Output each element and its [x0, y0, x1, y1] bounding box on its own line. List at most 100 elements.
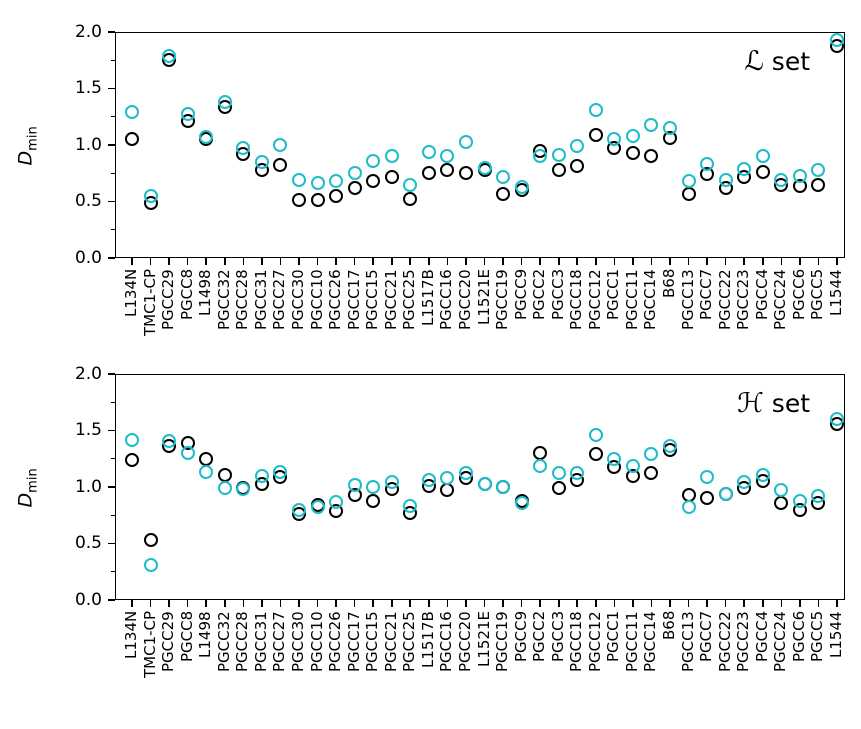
data-point-cyan: [551, 148, 566, 163]
x-tick: [483, 600, 486, 607]
data-point-cyan: [254, 468, 269, 483]
x-tick: [428, 258, 430, 265]
data-point-cyan: [700, 157, 715, 172]
data-point-cyan: [329, 494, 344, 509]
x-tick: [298, 258, 300, 265]
x-tick: [724, 258, 727, 265]
x-tick-label: PGCC24: [771, 269, 790, 330]
x-tick: [353, 600, 356, 607]
data-point-cyan: [403, 499, 418, 514]
data-point-cyan: [366, 153, 381, 168]
data-point-cyan: [644, 447, 659, 462]
x-tick: [409, 258, 412, 265]
x-tick: [186, 258, 189, 265]
data-point-cyan: [774, 483, 789, 498]
x-tick-label: L1498: [196, 611, 215, 658]
data-point-cyan: [625, 458, 640, 473]
x-tick-label: PGCC17: [344, 611, 363, 672]
data-point-cyan: [217, 95, 232, 110]
y-tick: [108, 200, 115, 203]
data-point-cyan: [737, 161, 752, 176]
data-point-black: [125, 452, 139, 467]
data-point-black: [625, 145, 640, 160]
y-minor-tick: [111, 458, 115, 460]
x-tick-label: PGCC7: [697, 268, 716, 320]
x-tick: [595, 600, 597, 607]
y-tick-label: 0.0: [74, 589, 102, 610]
x-tick-label: PGCC21: [381, 269, 400, 330]
x-tick-label: PGCC21: [381, 611, 400, 672]
data-point-black: [217, 467, 232, 482]
data-point-black: [125, 132, 139, 147]
data-point-cyan: [811, 162, 826, 177]
x-tick-label: PGCC9: [511, 610, 530, 662]
x-tick-label: PGCC25: [400, 611, 419, 672]
x-tick: [149, 600, 152, 607]
data-point-cyan: [477, 476, 492, 491]
x-tick-label: PGCC9: [511, 268, 530, 320]
x-tick-label: PGCC22: [715, 269, 734, 330]
x-tick: [799, 600, 801, 607]
data-point-cyan: [774, 173, 789, 188]
x-tick: [131, 258, 133, 265]
x-tick: [780, 600, 783, 607]
x-tick-label: PGCC20: [455, 611, 474, 672]
x-tick: [761, 600, 764, 607]
x-tick: [761, 258, 764, 265]
x-tick: [316, 258, 319, 265]
x-tick: [724, 600, 727, 607]
x-tick-label: PGCC2: [530, 610, 549, 662]
x-tick: [390, 258, 393, 265]
x-tick-label: B68: [660, 268, 679, 298]
x-tick-label: PGCC32: [214, 269, 233, 330]
x-tick: [242, 600, 245, 607]
x-tick-label: PGCC18: [567, 611, 586, 672]
x-tick-label: L1517B: [418, 269, 437, 326]
x-tick: [261, 258, 263, 265]
y-tick: [108, 542, 115, 545]
data-point-cyan: [830, 32, 844, 47]
x-tick-label: PGCC28: [233, 611, 252, 672]
x-tick-label: PGCC3: [548, 268, 567, 320]
x-tick-label: L134N: [122, 610, 140, 659]
data-point-cyan: [496, 169, 511, 184]
x-tick-label: PGCC27: [270, 611, 289, 672]
x-tick: [836, 600, 838, 607]
x-tick: [168, 600, 170, 607]
x-tick-label: PGCC15: [363, 611, 382, 672]
x-tick: [446, 600, 449, 607]
x-tick: [168, 258, 170, 265]
data-point-cyan: [384, 149, 399, 164]
x-tick-label: PGCC29: [159, 269, 178, 330]
data-point-cyan: [718, 486, 733, 501]
x-tick: [687, 600, 690, 607]
x-tick: [502, 258, 504, 265]
data-point-cyan: [310, 176, 325, 191]
data-point-black: [329, 188, 344, 203]
panel-title-script-letter: ℋ: [737, 388, 764, 419]
x-tick: [279, 600, 282, 607]
data-point-cyan: [310, 500, 325, 515]
x-tick: [669, 258, 671, 265]
y-minor-tick: [111, 229, 115, 231]
x-tick: [279, 258, 282, 265]
x-tick-label: L1498: [196, 269, 215, 316]
y-tick-label: 0.5: [74, 533, 102, 553]
x-tick: [650, 600, 653, 607]
x-tick: [706, 600, 708, 607]
data-point-cyan: [384, 475, 399, 490]
data-point-cyan: [254, 154, 269, 169]
x-tick-label: PGCC10: [307, 611, 326, 672]
data-point-cyan: [236, 482, 251, 497]
data-point-black: [588, 127, 603, 142]
data-point-cyan: [273, 465, 288, 480]
x-tick-label: PGCC18: [567, 269, 586, 330]
data-point-cyan: [125, 105, 139, 120]
data-point-black: [700, 491, 715, 506]
y-minor-tick: [111, 571, 115, 573]
x-tick-label: TMC1-CP: [140, 268, 159, 336]
x-tick-label: PGCC22: [715, 611, 734, 672]
data-point-cyan: [236, 141, 251, 156]
data-point-cyan: [792, 493, 807, 508]
x-tick-label: PGCC14: [641, 269, 660, 330]
